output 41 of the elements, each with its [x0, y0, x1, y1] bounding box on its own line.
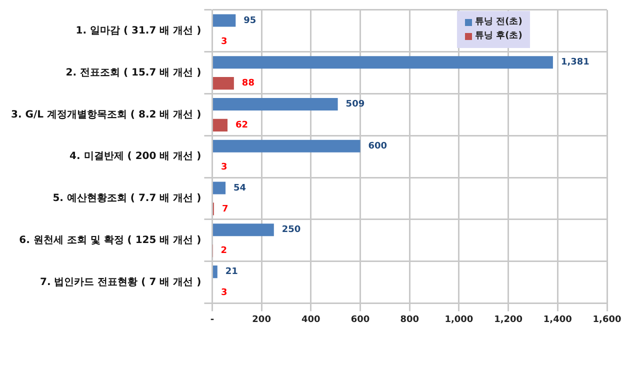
y-tick-label: 6. 원천세 조회 및 확정 ( 125 배 개선 ): [19, 234, 202, 246]
bar: [212, 140, 360, 152]
data-label: 250: [282, 225, 301, 236]
x-tick-label: 1,400: [543, 314, 572, 325]
data-label: 62: [236, 120, 248, 131]
legend-label: 튜닝 전(초): [475, 17, 522, 28]
data-label: 2: [220, 246, 227, 256]
bar: [212, 266, 218, 278]
y-tick-label: 3. G/L 계정개별항목조회 ( 8.2 배 개선 ): [10, 109, 202, 120]
data-label: 3: [220, 36, 228, 47]
x-tick-label: 1,600: [592, 314, 622, 325]
data-label: 3: [220, 162, 228, 172]
y-tick-label: 7. 법인카드 전표현황 ( 7 배 개선 ): [40, 276, 202, 288]
y-tick-label: 5. 예산현황조회 ( 7.7 배 개선 ): [52, 193, 202, 204]
data-label: 600: [368, 141, 388, 152]
x-tick-label: 600: [350, 314, 370, 325]
data-label: 54: [234, 183, 246, 194]
data-label: 1,381: [560, 58, 590, 68]
x-tick-label: -: [210, 314, 214, 325]
data-label: 95: [244, 16, 256, 26]
x-tick-label: 400: [302, 314, 320, 325]
x-tick-label: 1,200: [494, 314, 523, 325]
bar: [212, 182, 226, 194]
y-tick-label: 4. 미결반제 ( 200 배 개선 ): [70, 151, 202, 162]
bar: [212, 224, 274, 236]
data-label: 88: [242, 78, 254, 89]
bar: [212, 77, 234, 90]
bar: [212, 118, 228, 132]
data-label: 7: [222, 204, 228, 214]
x-tick-label: 1,000: [444, 314, 474, 325]
x-tick-label: 200: [252, 314, 271, 325]
x-tick-label: 800: [400, 314, 420, 325]
data-label: 3: [220, 288, 228, 298]
bar: [212, 98, 338, 111]
legend-label: 튜닝 후(초): [475, 31, 522, 42]
y-tick-label: 2. 전표조회 ( 15.7 배 개선 ): [66, 67, 202, 78]
data-label: 509: [346, 100, 365, 110]
y-tick-label: 1. 일마감 ( 31.7 배 개선 ): [76, 26, 202, 37]
data-label: 21: [225, 267, 238, 278]
bar: [212, 14, 236, 27]
bar: [212, 56, 553, 69]
